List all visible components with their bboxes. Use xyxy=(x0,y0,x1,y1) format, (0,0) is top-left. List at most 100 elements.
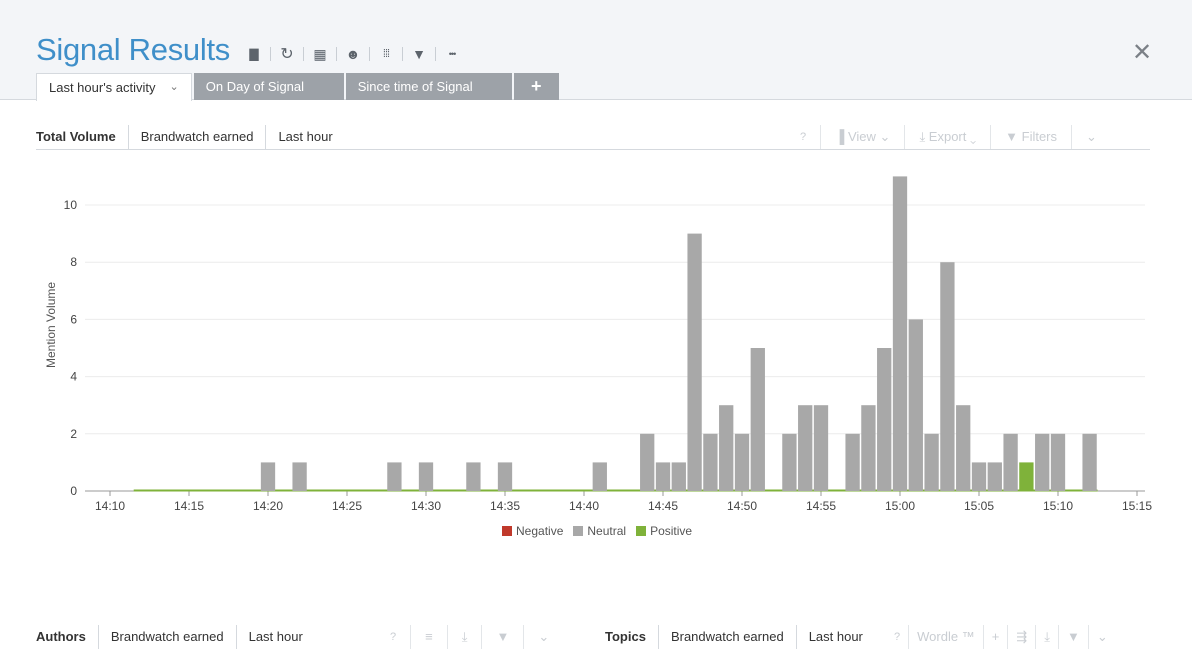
panel-time-range[interactable]: Last hour xyxy=(235,625,315,649)
y-tick-label: 6 xyxy=(70,312,77,326)
bar-neutral xyxy=(798,405,813,491)
bar-neutral xyxy=(892,176,908,491)
panel-divider xyxy=(36,149,1150,150)
users-icon[interactable]: ☻ xyxy=(345,46,361,62)
bar-neutral xyxy=(924,433,939,491)
filter-icon[interactable]: ▼ xyxy=(481,625,523,649)
more-icon[interactable]: ••• xyxy=(448,49,456,59)
panel-time-range[interactable]: Last hour xyxy=(795,625,875,649)
x-tick-label: 14:15 xyxy=(174,499,204,513)
y-tick-label: 10 xyxy=(64,198,78,212)
y-tick-label: 0 xyxy=(70,484,77,498)
legend-swatch-negative xyxy=(502,526,512,536)
toolbar-divider xyxy=(336,47,337,61)
bar-positive xyxy=(1019,462,1034,491)
wordle-button[interactable]: Wordle ™ xyxy=(908,625,983,649)
filter-icon[interactable]: ▼ xyxy=(412,46,426,62)
x-tick-label: 15:15 xyxy=(1122,499,1152,513)
x-tick-label: 14:45 xyxy=(648,499,678,513)
topics-panel-tools: ? Wordle ™ + ⇶ ⤓ ▼ ⌄ xyxy=(886,625,1116,649)
add-icon[interactable]: + xyxy=(982,625,1008,649)
grid-icon[interactable]: ⁞⁞⁞ xyxy=(382,48,390,60)
toolbar: ▇ ↻ ▦ ☻ ⁞⁞⁞ ▼ ••• xyxy=(243,44,463,64)
y-tick-label: 2 xyxy=(70,427,77,441)
y-tick-label: 8 xyxy=(70,255,77,269)
x-tick-label: 14:10 xyxy=(95,499,125,513)
y-tick-label: 4 xyxy=(70,370,77,384)
x-tick-label: 14:50 xyxy=(727,499,757,513)
main-panel-breadcrumb: Total Volume Brandwatch earned Last hour xyxy=(36,125,345,149)
panel-time-range[interactable]: Last hour xyxy=(265,125,344,149)
bar-neutral xyxy=(750,348,765,491)
list-icon[interactable]: ≡ xyxy=(410,625,447,649)
view-label: View xyxy=(847,129,876,144)
export-label: Export xyxy=(928,129,967,144)
x-tick-label: 15:00 xyxy=(885,499,915,513)
export-button[interactable]: ⤓ Export ⌄ xyxy=(904,125,990,149)
bar-neutral xyxy=(671,462,686,491)
download-icon[interactable]: ⤓ xyxy=(446,625,482,649)
tab-last-hour[interactable]: Last hour's activity ⌄ xyxy=(36,73,192,101)
panel-source[interactable]: Brandwatch earned xyxy=(97,625,236,649)
legend-label: Negative xyxy=(516,524,564,538)
bar-neutral xyxy=(640,433,655,491)
legend-item-neutral[interactable]: Neutral xyxy=(573,524,626,538)
tab-since-time-of-signal[interactable]: Since time of Signal xyxy=(345,73,512,100)
filters-label: Filters xyxy=(1021,129,1058,144)
bar-neutral xyxy=(734,433,750,491)
chevron-down-icon: ⌄ xyxy=(970,129,977,144)
toolbar-divider xyxy=(303,47,304,61)
bar-neutral xyxy=(466,462,481,491)
bar-neutral xyxy=(861,405,876,491)
tab-on-day-of-signal[interactable]: On Day of Signal xyxy=(193,73,344,100)
topics-settings-icon[interactable]: ⇶ xyxy=(1007,625,1035,649)
tab-label: Last hour's activity xyxy=(49,80,156,95)
tab-bar: Last hour's activity ⌄ On Day of Signal … xyxy=(36,73,561,101)
panel-menu-chevron-icon[interactable]: ⌄ xyxy=(523,625,563,649)
legend-swatch-neutral xyxy=(573,526,584,536)
x-tick-label: 14:35 xyxy=(490,499,520,513)
help-icon[interactable]: ? xyxy=(894,631,901,643)
panel-source[interactable]: Brandwatch earned xyxy=(657,625,796,649)
chevron-down-icon: ⌄ xyxy=(169,81,179,93)
authors-panel-breadcrumb: Authors Brandwatch earned Last hour xyxy=(36,625,315,649)
chevron-down-icon: ⌄ xyxy=(879,129,891,144)
legend-item-negative[interactable]: Negative xyxy=(502,524,563,538)
close-icon[interactable]: ✕ xyxy=(1131,39,1153,66)
bar-neutral xyxy=(1003,433,1018,491)
y-axis-label: Mention Volume xyxy=(44,281,58,368)
filters-button[interactable]: ▼ Filters xyxy=(990,125,1071,149)
help-icon[interactable]: ? xyxy=(390,631,397,643)
toolbar-divider xyxy=(435,47,436,61)
filter-icon[interactable]: ▼ xyxy=(1057,625,1088,649)
calendar-icon[interactable]: ▦ xyxy=(313,45,327,62)
x-tick-label: 14:30 xyxy=(411,499,441,513)
refresh-icon[interactable]: ↻ xyxy=(280,46,294,63)
bar-neutral xyxy=(877,348,892,491)
page-title: Signal Results xyxy=(36,32,230,67)
download-icon[interactable]: ⤓ xyxy=(1035,625,1058,649)
bar-neutral xyxy=(940,262,955,491)
topics-panel-breadcrumb: Topics Brandwatch earned Last hour xyxy=(605,625,875,649)
bar-neutral xyxy=(655,462,671,491)
panel-title: Total Volume xyxy=(36,129,116,144)
legend-item-positive[interactable]: Positive xyxy=(636,524,692,538)
filter-icon: ▼ xyxy=(1005,129,1022,144)
panel-menu-chevron-icon[interactable]: ⌄ xyxy=(1087,625,1116,649)
bar-neutral xyxy=(1050,433,1066,491)
bar-neutral xyxy=(387,462,402,491)
add-tab-button[interactable]: + xyxy=(513,73,559,100)
save-icon[interactable]: ▇ xyxy=(249,47,259,61)
authors-panel-tools: ? ≡ ⤓ ▼ ⌄ xyxy=(376,625,563,649)
view-button[interactable]: ▐ View ⌄ xyxy=(820,125,904,149)
main-panel-tools: ? ▐ View ⌄ ⤓ Export ⌄ ▼ Filters ⌄ xyxy=(786,125,1111,149)
x-tick-label: 15:10 xyxy=(1043,499,1073,513)
bar-neutral xyxy=(987,462,1002,491)
bar-neutral xyxy=(1082,433,1097,491)
panel-source[interactable]: Brandwatch earned xyxy=(127,125,266,149)
panel-menu-chevron-icon[interactable]: ⌄ xyxy=(1071,125,1111,149)
help-icon[interactable]: ? xyxy=(800,131,807,143)
bar-neutral xyxy=(908,319,923,491)
bar-chart-icon: ▐ xyxy=(835,129,848,144)
bar-neutral xyxy=(956,405,971,491)
